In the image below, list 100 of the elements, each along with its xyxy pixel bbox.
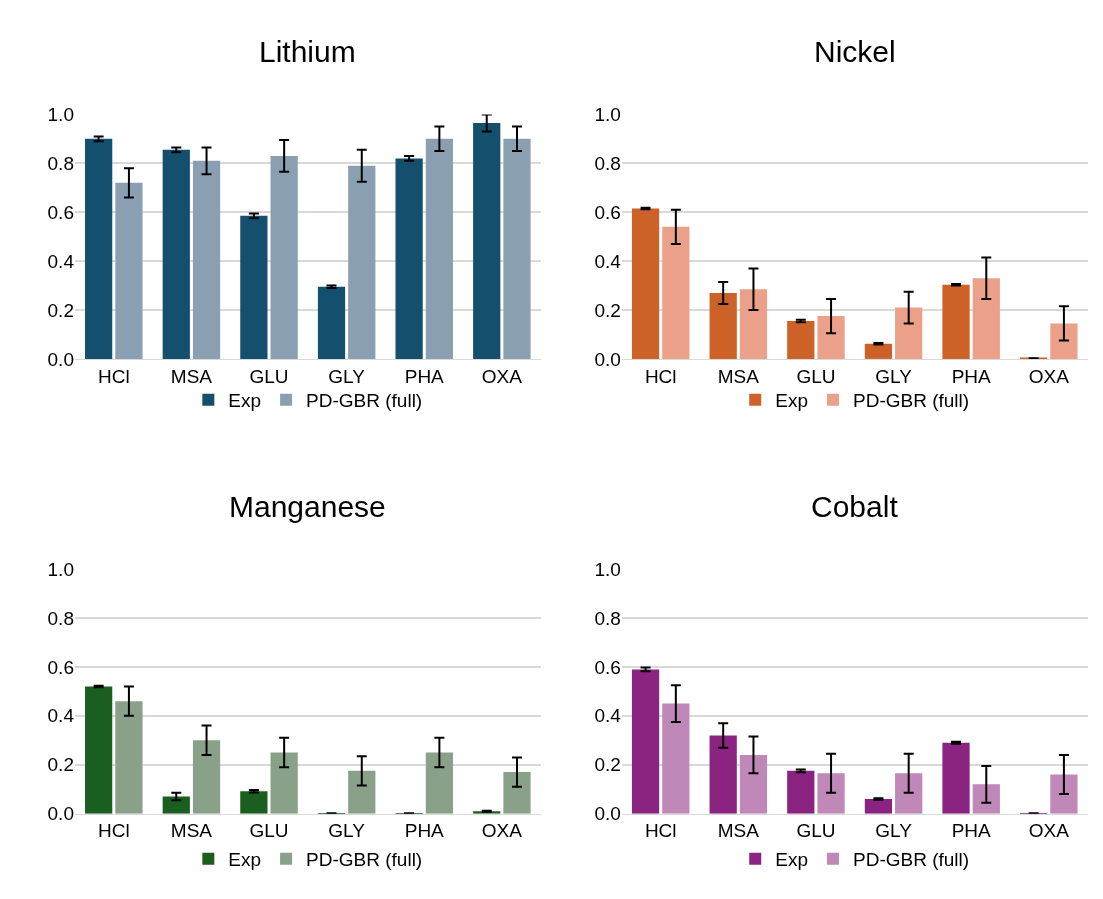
x-tick-label: MSA [170,820,213,842]
x-tick-label: GLU [249,365,289,387]
legend-label: Exp [775,849,808,871]
bar [787,321,815,359]
x-tick-label: OXA [481,365,523,387]
bar [425,138,453,359]
legend-label: PD-GBR (full) [306,390,423,412]
bar [972,784,1000,814]
y-tick-label: 0.6 [594,656,621,678]
y-tick-label: 0.6 [47,201,74,223]
x-tick-label: HCl [97,820,130,842]
x-tick-label: MSA [717,365,760,387]
bar [942,284,970,359]
x-tick-label: OXA [1028,365,1070,387]
y-tick-label: 1.0 [47,104,74,126]
bar [162,149,190,359]
bar [395,158,423,359]
bar [270,155,298,359]
y-tick-label: 0.2 [594,299,621,321]
chart-title: Nickel [814,35,896,68]
bar [348,770,376,814]
bar [739,289,768,359]
x-tick-label: HCl [644,820,677,842]
y-tick-label: 0.4 [594,250,622,272]
chart-title: Manganese [229,490,386,523]
x-tick-label: GLY [875,820,913,842]
legend-label: PD-GBR (full) [306,849,423,871]
bar [662,703,690,814]
x-tick-label: PHA [951,820,992,842]
y-tick-label: 0.8 [594,607,621,629]
bar [270,752,298,814]
y-tick-label: 0.0 [594,348,621,370]
bar [503,138,531,359]
bar [895,307,923,359]
bar [895,773,923,814]
y-tick-label: 0.4 [47,705,75,727]
x-tick-label: GLU [796,365,836,387]
bar [425,752,453,814]
y-tick-label: 0.8 [594,152,621,174]
legend-label: Exp [228,849,262,871]
bar [240,215,268,359]
bar [662,226,690,359]
bar [942,742,970,814]
bar [503,772,531,814]
y-tick-label: 0.0 [47,348,74,370]
bar [192,160,221,359]
bar [864,343,893,359]
x-tick-label: MSA [170,365,213,387]
y-tick-label: 0.0 [47,803,74,825]
y-tick-label: 0.2 [47,299,74,321]
bar [709,292,737,359]
y-tick-label: 1.0 [47,558,74,580]
y-tick-label: 0.6 [594,201,621,223]
x-tick-label: PHA [404,365,445,387]
bar [709,735,737,814]
bar [115,701,143,814]
y-tick-label: 0.6 [47,656,74,678]
bar [631,208,660,359]
x-tick-label: PHA [951,365,992,387]
x-tick-label: HCl [97,365,130,387]
bar [817,316,845,359]
x-tick-label: GLU [249,820,289,842]
bar [240,791,268,814]
y-tick-label: 0.0 [594,803,621,825]
bar [115,182,143,359]
legend-label: Exp [228,390,262,412]
y-tick-label: 0.2 [47,754,74,776]
legend-label: PD-GBR (full) [852,849,970,871]
bar [631,669,660,814]
x-tick-label: OXA [481,820,523,842]
x-tick-label: GLY [875,365,913,387]
bar [972,278,1000,359]
bar [864,798,893,814]
y-tick-label: 1.0 [594,104,621,126]
x-tick-label: PHA [404,820,445,842]
x-tick-label: GLY [328,820,366,842]
legend-label: Exp [775,390,808,412]
bar [348,165,376,359]
y-tick-label: 0.2 [594,754,621,776]
x-tick-label: GLY [328,365,366,387]
bar [85,686,113,814]
chart-title: Lithium [259,35,356,68]
legend-label: PD-GBR (full) [852,390,970,412]
bar [1050,323,1078,359]
y-tick-label: 1.0 [594,558,621,580]
bar [192,740,221,814]
bar [817,773,845,814]
x-tick-label: GLU [796,820,836,842]
x-tick-label: HCl [644,365,677,387]
bar [317,286,346,359]
y-tick-label: 0.4 [594,705,622,727]
bar [787,770,815,814]
bar [1050,774,1078,814]
y-tick-label: 0.4 [47,250,75,272]
x-tick-label: MSA [717,820,760,842]
bar [85,138,113,359]
chart-title: Cobalt [811,490,899,523]
bar [739,754,768,814]
bar [473,122,501,359]
y-tick-label: 0.8 [47,607,74,629]
